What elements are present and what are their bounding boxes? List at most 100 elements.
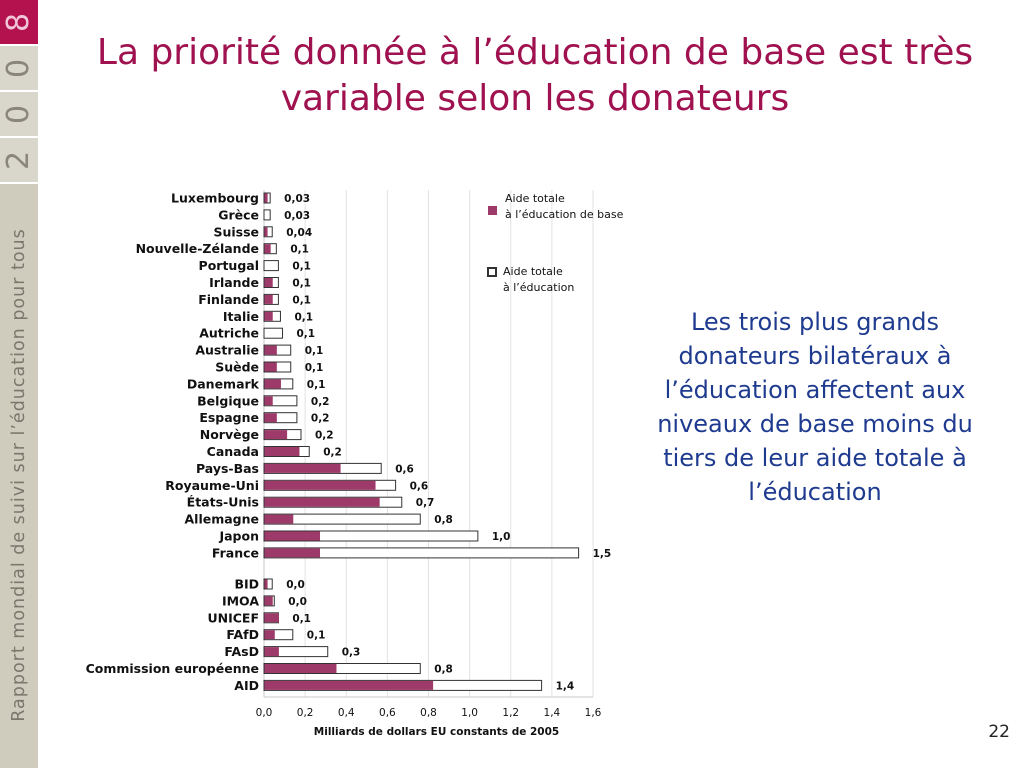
x-tick-label: 0,6 [379, 707, 396, 719]
data-label: 1,0 [492, 531, 511, 543]
x-tick-label: 1,4 [544, 707, 561, 719]
x-tick-label: 0,2 [297, 707, 314, 719]
category-label: IMOA [222, 593, 259, 608]
category-label: Nouvelle-Zélande [136, 241, 259, 256]
category-label: BID [234, 577, 259, 592]
data-label: 0,1 [292, 261, 311, 273]
data-label: 0,03 [284, 193, 310, 205]
legend-swatch-basic [488, 206, 497, 215]
bar-basic-education [264, 497, 380, 507]
legend-swatch-total [487, 267, 497, 277]
bar-basic-education [264, 227, 268, 237]
x-tick-label: 0,0 [256, 707, 273, 719]
x-tick-label: 1,0 [461, 707, 478, 719]
bar-total-education [263, 513, 421, 525]
data-label: 0,2 [315, 430, 334, 442]
data-label: 0,04 [286, 227, 312, 239]
category-label: Danemark [187, 376, 260, 391]
category-label: Allemagne [184, 512, 259, 527]
bar-basic-education [264, 480, 376, 490]
legend-label: à l’éducation de base [505, 208, 624, 221]
bar-basic-education [264, 447, 300, 456]
data-label: 0,7 [416, 497, 435, 509]
data-label: 1,5 [593, 548, 612, 560]
bar-total-education [263, 646, 329, 658]
category-label: Luxembourg [171, 191, 259, 206]
data-label: 0,1 [307, 379, 326, 391]
data-label: 0,0 [288, 596, 307, 608]
data-label: 0,1 [292, 278, 311, 290]
data-label: 0,2 [311, 413, 330, 425]
data-label: 0,6 [395, 463, 414, 475]
category-label: Commission européenne [86, 661, 259, 676]
bar-total-education [263, 395, 298, 407]
data-label: 0,1 [297, 328, 316, 340]
category-label: Irlande [209, 275, 259, 290]
category-label: FAsD [224, 644, 259, 659]
bar-total-education [263, 629, 294, 641]
bar-basic-education [264, 514, 294, 524]
data-label: 0,1 [305, 362, 324, 374]
slide-commentary: Les trois plus grands donateurs bilatéra… [657, 308, 973, 506]
report-sidebar: 8 0 0 2 Rapport mondial de suivi sur l’é… [0, 0, 38, 768]
bar-basic-education [264, 647, 279, 657]
legend-label: à l’éducation [503, 281, 574, 294]
data-label: 0,1 [294, 311, 313, 323]
data-label: 0,1 [307, 630, 326, 642]
category-label: Grèce [218, 207, 259, 222]
category-label: Portugal [199, 258, 259, 273]
bar-basic-education [264, 396, 273, 406]
x-axis-title: Milliards de dollars EU constants de 200… [314, 726, 559, 738]
bar-basic-education [264, 311, 273, 321]
slide-title: La priorité donnée à l’éducation de base… [96, 32, 974, 119]
bar-total-education [263, 361, 292, 373]
category-label: Japon [218, 529, 259, 544]
bar-basic-education [264, 463, 341, 473]
bar-total-education [263, 578, 273, 590]
bar-total-education [263, 412, 298, 424]
data-label: 0,0 [286, 579, 305, 591]
bar-total-education [263, 226, 273, 238]
category-label: France [212, 545, 259, 560]
x-tick-label: 1,6 [585, 707, 602, 719]
bar-basic-education [264, 362, 277, 372]
data-label: 0,1 [292, 613, 311, 625]
category-label: Canada [207, 444, 259, 459]
category-label: Norvège [200, 427, 259, 442]
category-label: UNICEF [207, 610, 259, 625]
category-label: Royaume-Uni [165, 478, 259, 493]
category-label: Espagne [199, 410, 259, 425]
bar-basic-education [264, 430, 288, 440]
page-number: 22 [988, 722, 1010, 742]
year-digit-box: 2 [0, 138, 38, 184]
bar-basic-education [264, 579, 268, 589]
category-label: Finlande [198, 292, 259, 307]
data-label: 0,6 [410, 480, 429, 492]
category-label: Italie [223, 309, 259, 324]
data-label: 0,1 [292, 294, 311, 306]
category-label: États-Unis [187, 495, 259, 510]
x-tick-label: 1,2 [502, 707, 519, 719]
category-label: AID [234, 678, 259, 693]
x-tick-label: 0,4 [338, 707, 355, 719]
bar-basic-education [264, 193, 268, 203]
bar-basic-education [264, 680, 434, 690]
bar-basic-education [264, 664, 337, 673]
data-label: 0,8 [434, 664, 453, 676]
bar-total-education [263, 663, 421, 674]
data-label: 0,1 [305, 345, 324, 357]
category-label: Belgique [197, 393, 259, 408]
data-label: 0,2 [311, 396, 330, 408]
bar-basic-education [264, 244, 271, 254]
year-digit-box: 0 [0, 92, 38, 138]
year-digit-box: 8 [0, 0, 38, 46]
bar-total-education [263, 344, 292, 356]
category-label: Suisse [213, 224, 259, 239]
data-label: 0,1 [290, 244, 309, 256]
bar-total-education [263, 260, 279, 272]
category-label: FAfD [226, 627, 259, 642]
bar-basic-education [264, 278, 273, 287]
data-label: 0,8 [434, 514, 453, 526]
bar-basic-education [264, 413, 277, 423]
bar-basic-education [264, 596, 273, 606]
